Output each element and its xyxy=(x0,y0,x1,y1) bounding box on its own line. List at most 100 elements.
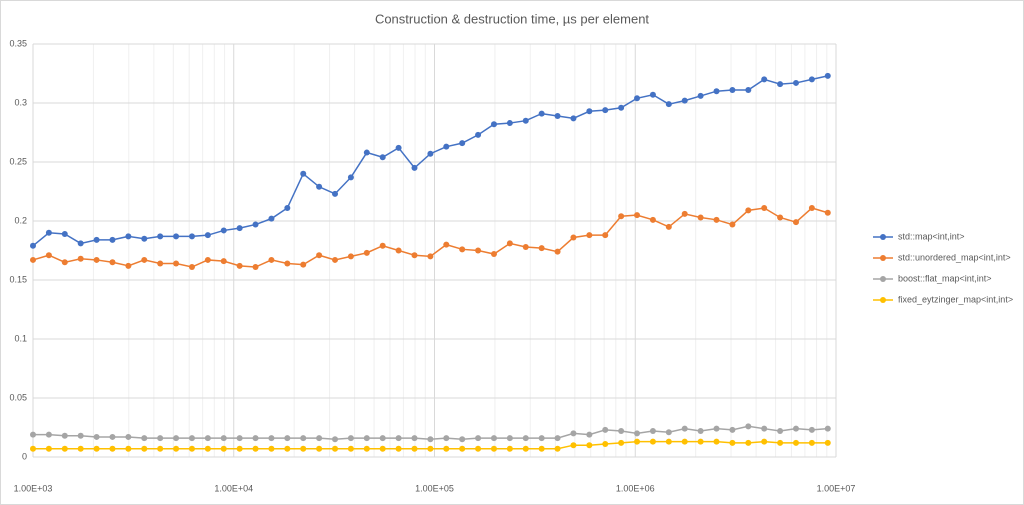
data-point xyxy=(61,432,68,439)
data-point xyxy=(713,88,720,95)
data-point xyxy=(157,445,164,452)
x-tick-label: 1.00E+03 xyxy=(14,483,53,493)
y-tick-label: 0.3 xyxy=(14,97,27,107)
data-point xyxy=(61,445,68,452)
data-point xyxy=(729,87,736,94)
data-point xyxy=(395,445,402,452)
data-point xyxy=(300,261,307,268)
legend-marker xyxy=(880,255,886,261)
data-point xyxy=(30,431,36,438)
data-point xyxy=(125,433,132,440)
data-point xyxy=(824,209,831,216)
data-point xyxy=(824,439,831,446)
data-point xyxy=(252,435,259,442)
data-point xyxy=(490,251,497,258)
data-point xyxy=(395,144,402,151)
data-point xyxy=(792,439,799,446)
data-point xyxy=(125,262,132,269)
data-point xyxy=(554,445,561,452)
data-point xyxy=(284,205,291,212)
data-point xyxy=(125,445,132,452)
data-point xyxy=(204,445,211,452)
data-point xyxy=(490,435,497,442)
data-point xyxy=(506,435,513,442)
data-point xyxy=(634,438,641,445)
data-point xyxy=(475,131,482,138)
data-point xyxy=(109,433,116,440)
data-point xyxy=(475,445,482,452)
data-point xyxy=(554,248,561,255)
data-point xyxy=(236,262,243,269)
data-point xyxy=(506,240,513,247)
data-point xyxy=(125,233,132,240)
y-tick-label: 0.2 xyxy=(14,215,27,225)
data-point xyxy=(109,259,116,266)
data-point xyxy=(30,256,36,263)
data-point xyxy=(188,445,195,452)
data-point xyxy=(252,221,259,228)
data-point xyxy=(570,115,577,122)
data-point xyxy=(792,425,799,432)
data-point xyxy=(538,435,545,442)
data-point xyxy=(443,143,450,150)
data-point xyxy=(777,428,784,435)
data-point xyxy=(443,241,450,248)
legend-label: fixed_eytzinger_map<int,int> xyxy=(898,294,1013,304)
data-point xyxy=(284,260,291,267)
data-point xyxy=(411,435,418,442)
legend-label: std::unordered_map<int,int> xyxy=(898,252,1011,262)
data-point xyxy=(459,445,466,452)
data-point xyxy=(363,249,370,256)
data-point xyxy=(808,426,815,433)
data-point xyxy=(824,72,831,79)
data-point xyxy=(141,256,148,263)
data-point xyxy=(522,435,529,442)
data-point xyxy=(538,245,545,252)
data-point xyxy=(570,234,577,241)
data-point xyxy=(93,256,100,263)
data-point xyxy=(109,445,116,452)
legend-label: boost::flat_map<int,int> xyxy=(898,273,992,283)
data-point xyxy=(332,436,339,443)
data-point xyxy=(220,258,227,265)
data-point xyxy=(634,212,641,219)
data-point xyxy=(347,174,354,181)
data-point xyxy=(761,76,768,83)
data-point xyxy=(697,92,704,99)
data-point xyxy=(268,435,275,442)
data-point xyxy=(316,183,323,190)
data-point xyxy=(379,154,386,161)
data-point xyxy=(236,435,243,442)
data-point xyxy=(77,445,84,452)
data-point xyxy=(649,91,656,98)
data-point xyxy=(204,435,211,442)
data-point xyxy=(268,445,275,452)
data-point xyxy=(332,256,339,263)
legend-marker xyxy=(880,234,886,240)
data-point xyxy=(236,225,243,232)
data-point xyxy=(729,439,736,446)
data-point xyxy=(284,435,291,442)
data-point xyxy=(188,233,195,240)
data-point xyxy=(157,260,164,267)
chart-title: Construction & destruction time, µs per … xyxy=(375,11,649,26)
data-point xyxy=(268,215,275,222)
data-point xyxy=(93,433,100,440)
y-tick-label: 0.35 xyxy=(9,38,27,48)
data-point xyxy=(634,95,641,102)
data-point xyxy=(316,445,323,452)
data-point xyxy=(204,232,211,239)
data-point xyxy=(363,149,370,156)
legend-marker xyxy=(880,276,886,282)
data-point xyxy=(729,221,736,228)
data-point xyxy=(77,240,84,247)
data-point xyxy=(395,435,402,442)
data-point xyxy=(173,260,180,267)
x-tick-label: 1.00E+05 xyxy=(415,483,454,493)
data-point xyxy=(697,428,704,435)
data-point xyxy=(443,435,450,442)
data-point xyxy=(649,438,656,445)
data-point xyxy=(411,252,418,259)
